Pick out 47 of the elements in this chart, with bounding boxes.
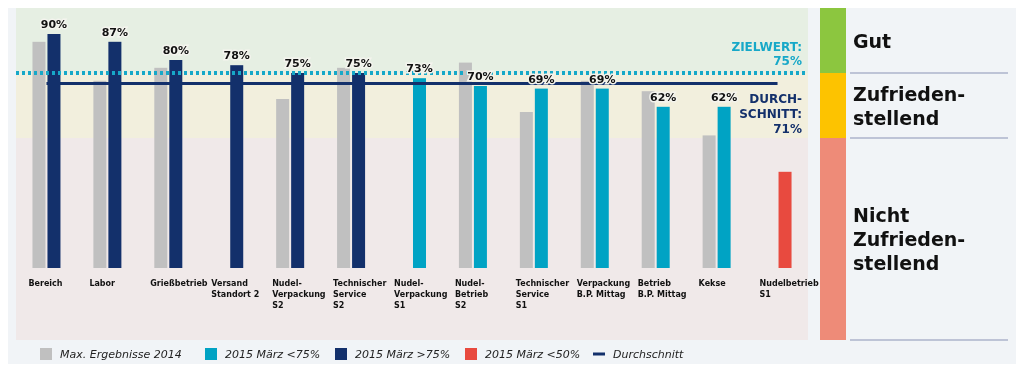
- x-tick-label: Betrieb B.P. Mittag: [637, 279, 687, 299]
- x-tick-label: Labor: [89, 279, 116, 288]
- band-label: Nicht Zufrieden- stellend: [853, 204, 966, 274]
- x-tick-label: Kekse: [698, 279, 727, 288]
- bar: [276, 99, 290, 268]
- ref-line-label: ZIELWERT: 75%: [731, 40, 802, 68]
- bar: [32, 41, 46, 268]
- x-tick-label: Nudel- Betrieb S2: [454, 279, 489, 310]
- data-label: 80%: [162, 44, 189, 57]
- legend-label: 2015 März >75%: [355, 348, 451, 361]
- data-label: 75%: [345, 57, 372, 70]
- x-tick-label: Grießbetrieb: [150, 279, 208, 288]
- bar: [656, 106, 670, 268]
- x-tick-label: Technischer Service S2: [333, 279, 387, 310]
- bar: [413, 78, 426, 268]
- data-label: 75%: [284, 57, 311, 70]
- bar: [519, 112, 533, 268]
- x-tick-label: Nudel- Verpackung S2: [272, 279, 326, 310]
- data-label: 73%: [406, 62, 433, 76]
- bar: [778, 171, 792, 268]
- data-label: 78%: [223, 49, 250, 63]
- bar: [717, 106, 731, 268]
- legend-label: 2015 März <75%: [225, 348, 321, 361]
- bar: [534, 88, 548, 268]
- x-tick-label: Bereich: [28, 279, 63, 288]
- bar: [93, 80, 107, 268]
- bar: [337, 67, 351, 268]
- x-tick-label: Verpackung B.P. Mittag: [576, 279, 631, 299]
- data-label: 70%: [467, 70, 494, 83]
- bar: [702, 135, 716, 268]
- legend-label: Max. Ergebnisse 2014: [60, 348, 182, 361]
- band-label: Zufrieden- stellend: [853, 82, 966, 129]
- x-tick-label: Nudelbetrieb S1: [759, 279, 819, 299]
- data-label: 62%: [650, 90, 677, 104]
- bar: [473, 86, 487, 268]
- x-tick-label: Nudel- Verpackung S1: [394, 279, 448, 310]
- bar: [154, 67, 168, 268]
- band-label: Gut: [853, 29, 892, 52]
- data-label: 87%: [101, 25, 129, 39]
- x-tick-label: Versand Standort 2: [211, 279, 260, 299]
- data-label: 90%: [40, 18, 68, 31]
- legend-label: 2015 März <50%: [485, 348, 581, 361]
- x-tick-label: Technischer Service S1: [515, 279, 570, 310]
- annotation: DURCH- SCHNITT: 71%: [739, 92, 803, 137]
- data-label: 62%: [710, 90, 738, 104]
- legend-label: Durchschnitt: [613, 348, 685, 361]
- bar: [595, 88, 609, 268]
